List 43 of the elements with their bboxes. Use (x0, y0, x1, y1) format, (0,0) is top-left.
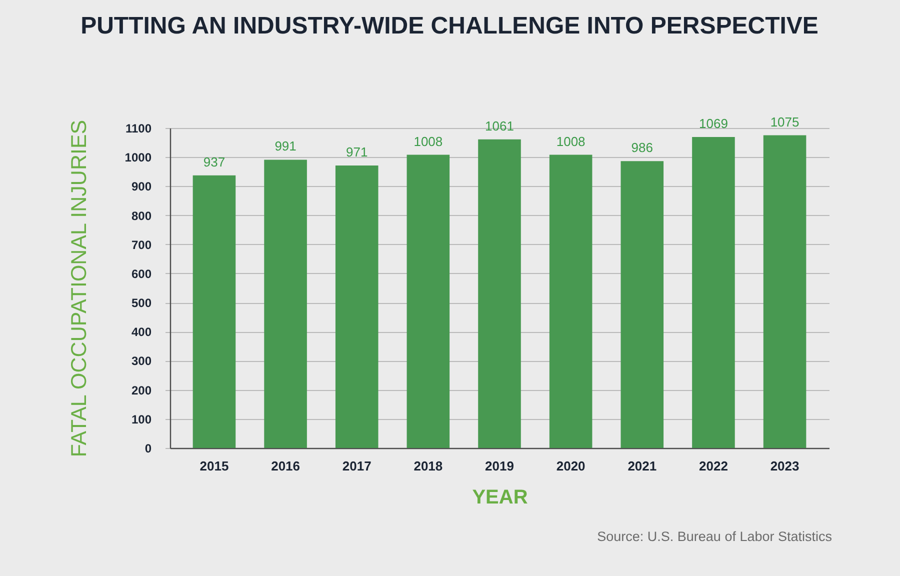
data-label: 1075 (770, 114, 800, 130)
y-tick-label: 200 (131, 383, 152, 398)
data-label: 971 (346, 144, 368, 160)
x-axis-title: YEAR (472, 486, 528, 508)
x-tick-label: 2022 (699, 458, 728, 474)
y-tick-label: 700 (131, 238, 152, 252)
x-tick-label: 2021 (628, 458, 657, 474)
x-tick-label: 2019 (485, 458, 514, 474)
data-label: 991 (274, 138, 296, 154)
y-tick-label: 400 (131, 325, 152, 340)
y-tick-label: 0 (144, 442, 152, 456)
data-label: 1008 (556, 134, 586, 149)
data-label: 1061 (485, 118, 514, 134)
bar (406, 154, 450, 448)
data-label: 986 (631, 140, 653, 156)
bar (192, 175, 236, 448)
y-axis-title: FATAL OCCUPATIONAL INJURIES (66, 120, 91, 458)
y-tick-label: 1100 (125, 122, 152, 136)
y-tick-label: 500 (131, 296, 152, 310)
y-tick-label: 1000 (124, 150, 152, 165)
data-label: 1069 (699, 116, 728, 132)
x-tick-label: 2018 (414, 458, 443, 474)
y-tick-label: 100 (131, 412, 152, 426)
x-tick-label: 2020 (556, 458, 586, 474)
y-tick-label: 900 (131, 180, 152, 194)
bar (264, 160, 307, 448)
source-note: Source: U.S. Bureau of Labor Statistics (597, 529, 832, 544)
bar (335, 166, 378, 448)
y-tick-label: 300 (131, 354, 152, 368)
x-tick-label: 2023 (770, 458, 800, 474)
data-label: 937 (203, 154, 226, 170)
bar (549, 154, 592, 448)
bar (763, 135, 806, 448)
x-tick-label: 2015 (200, 458, 229, 474)
y-tick-label: 600 (131, 266, 152, 281)
bar (692, 137, 735, 448)
data-label: 1008 (414, 134, 443, 149)
bar (620, 161, 664, 448)
bar (478, 139, 521, 448)
x-tick-label: 2017 (342, 458, 372, 474)
y-tick-label: 800 (131, 208, 152, 223)
chart-title: PUTTING AN INDUSTRY-WIDE CHALLENGE INTO PERSPECTIVE (80, 12, 818, 40)
x-tick-label: 2016 (271, 458, 300, 474)
